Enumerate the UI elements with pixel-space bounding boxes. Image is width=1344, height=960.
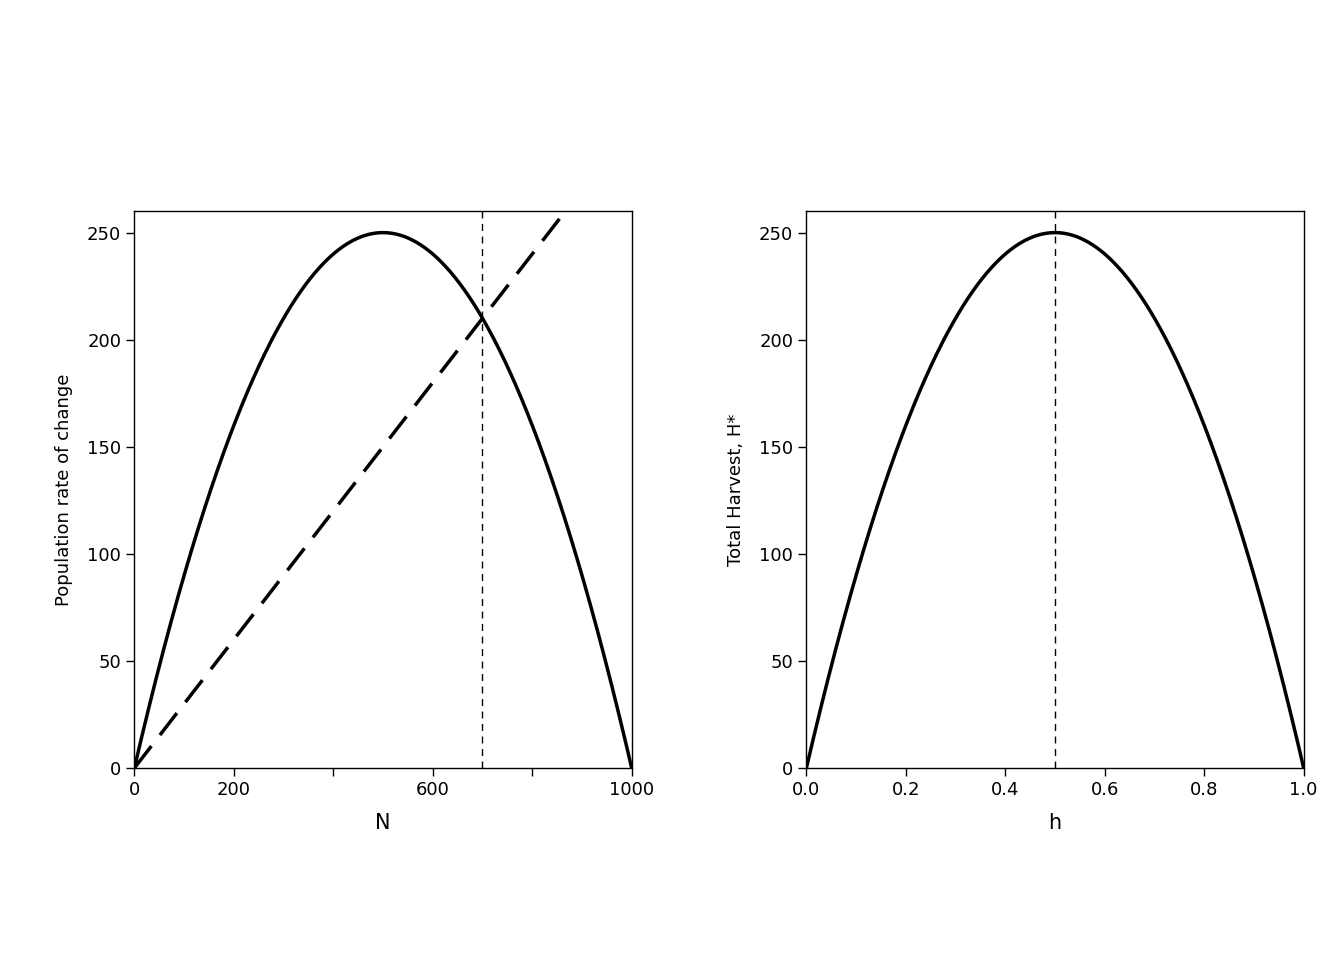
Y-axis label: Population rate of change: Population rate of change — [55, 373, 73, 606]
X-axis label: h: h — [1048, 813, 1062, 833]
Y-axis label: Total Harvest, H*: Total Harvest, H* — [727, 414, 745, 565]
X-axis label: N: N — [375, 813, 391, 833]
